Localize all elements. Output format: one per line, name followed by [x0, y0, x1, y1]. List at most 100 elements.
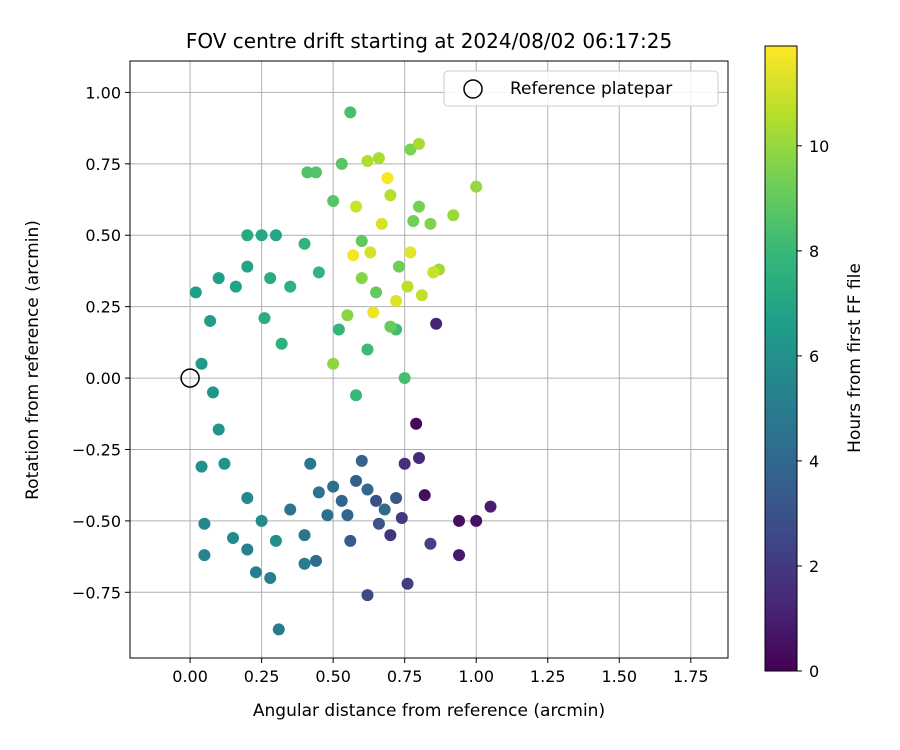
data-point: [206, 386, 219, 399]
colorbar-ticks: 0 2 4 6 8 10: [797, 137, 829, 681]
data-point: [415, 289, 428, 302]
colorbar-tick-label: 0: [809, 662, 819, 681]
data-point: [430, 317, 443, 330]
colorbar-tick-label: 10: [809, 137, 829, 156]
data-point: [327, 480, 340, 493]
data-point: [335, 157, 348, 170]
data-point: [470, 180, 483, 193]
data-point: [218, 457, 231, 470]
data-point: [212, 423, 225, 436]
data-point: [384, 529, 397, 542]
data-point: [412, 200, 425, 213]
data-point: [401, 577, 414, 590]
data-point: [418, 489, 431, 502]
data-point: [341, 309, 354, 322]
data-point: [195, 357, 208, 370]
x-tick-label: 1.50: [601, 667, 637, 686]
data-point: [350, 200, 363, 213]
data-point: [212, 272, 225, 285]
x-tick-label: 1.75: [673, 667, 709, 686]
data-point: [401, 280, 414, 293]
data-point: [453, 514, 466, 527]
y-tick-label: −0.50: [72, 512, 121, 531]
data-point: [255, 514, 268, 527]
data-point: [484, 500, 497, 513]
data-point: [264, 572, 277, 585]
data-point: [321, 509, 334, 522]
data-point: [412, 137, 425, 150]
data-point: [241, 492, 254, 505]
data-point: [309, 554, 322, 567]
data-point: [327, 194, 340, 207]
data-point: [424, 537, 437, 550]
data-point: [424, 217, 437, 230]
y-tick-label: −0.75: [72, 583, 121, 602]
x-tick-label: 0.25: [244, 667, 280, 686]
data-point: [453, 549, 466, 562]
data-point: [204, 314, 217, 327]
data-point: [241, 260, 254, 273]
data-point: [395, 512, 408, 525]
data-point: [390, 492, 403, 505]
data-point: [355, 272, 368, 285]
y-tick-label: 0.00: [85, 369, 121, 388]
plot-frame: [129, 60, 729, 659]
data-point: [404, 246, 417, 259]
y-tick-label: 0.75: [85, 155, 121, 174]
colorbar-label: Hours from first FF file: [845, 263, 865, 453]
data-point: [347, 249, 360, 262]
colorbar-tick-label: 8: [809, 242, 819, 261]
data-point: [249, 566, 262, 579]
data-point: [255, 229, 268, 242]
data-point: [298, 237, 311, 250]
x-tick-label: 1.25: [530, 667, 566, 686]
data-point: [272, 623, 285, 636]
data-point: [198, 549, 211, 562]
data-point: [470, 514, 483, 527]
data-point: [390, 294, 403, 307]
data-point: [361, 483, 374, 496]
data-point: [241, 229, 254, 242]
data-point: [384, 189, 397, 202]
x-tick-label: 0.00: [172, 667, 208, 686]
y-tick-label: 0.25: [85, 298, 121, 317]
data-point: [410, 417, 423, 430]
data-point: [332, 323, 345, 336]
data-point: [189, 286, 202, 299]
y-tick-label: 0.50: [85, 226, 121, 245]
data-point: [384, 320, 397, 333]
data-point: [284, 280, 297, 293]
data-point: [301, 166, 314, 179]
chart-title: FOV centre drift starting at 2024/08/02 …: [186, 29, 672, 53]
colorbar-gradient: [764, 45, 798, 672]
data-point: [341, 509, 354, 522]
x-axis-label: Angular distance from reference (arcmin): [253, 701, 605, 721]
data-point: [298, 557, 311, 570]
data-point: [304, 457, 317, 470]
axis-ticks: 0.00 0.25 0.50 0.75 1.00 1.25 1.50 1.75 −0.75 −0.…: [72, 83, 709, 686]
data-point: [404, 143, 417, 156]
data-point: [275, 337, 288, 350]
data-point: [269, 229, 282, 242]
data-point: [370, 286, 383, 299]
data-point: [367, 306, 380, 319]
data-point: [355, 454, 368, 467]
legend-reference-marker: [463, 79, 483, 99]
data-point: [195, 460, 208, 473]
data-point: [227, 532, 240, 545]
colorbar-tick-label: 2: [809, 557, 819, 576]
x-tick-label: 0.75: [387, 667, 423, 686]
data-point: [447, 209, 460, 222]
data-points: [180, 106, 497, 636]
data-point: [344, 106, 357, 119]
data-point: [392, 260, 405, 273]
data-point: [398, 372, 411, 385]
data-point: [284, 503, 297, 516]
colorbar: 0 2 4 6 8 10 Hours from first FF file: [764, 45, 865, 681]
data-point: [264, 272, 277, 285]
data-point: [258, 312, 271, 325]
x-tick-label: 1.00: [458, 667, 494, 686]
data-point: [370, 494, 383, 507]
data-point: [198, 517, 211, 530]
